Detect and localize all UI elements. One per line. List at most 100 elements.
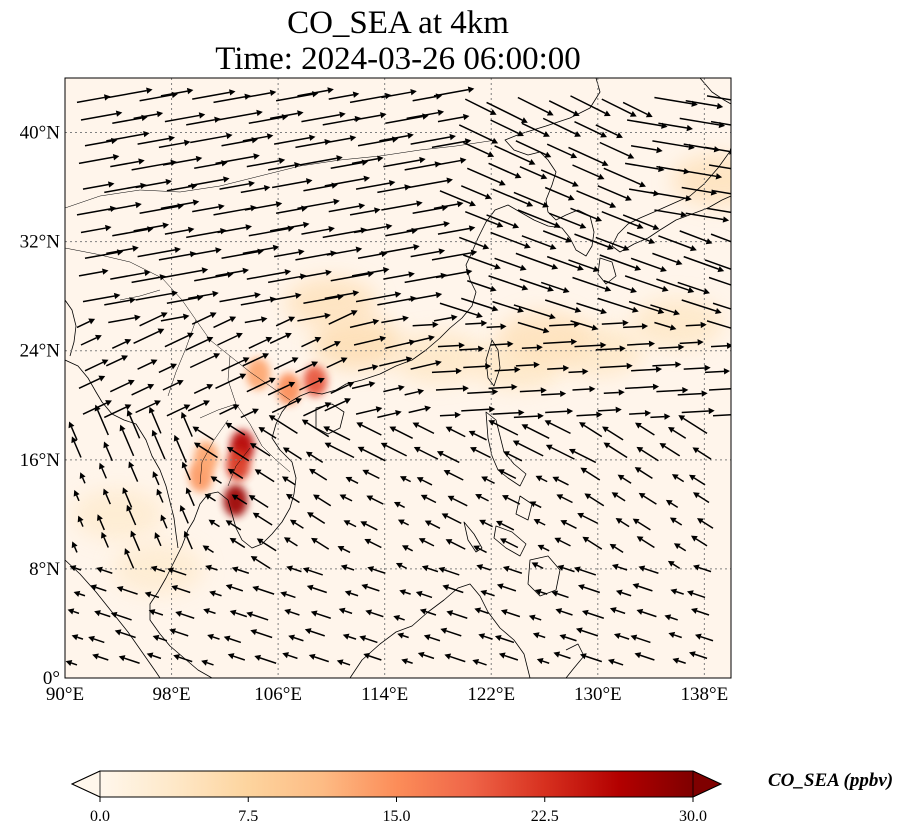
wind-vector	[397, 632, 409, 639]
wind-vector	[169, 628, 189, 637]
wind-vector	[576, 302, 607, 315]
wind-vector	[90, 584, 107, 592]
mindanao-island	[527, 555, 561, 597]
wind-vector	[383, 271, 415, 280]
wind-vector	[412, 321, 439, 328]
wind-vector	[223, 635, 242, 644]
wind-vector	[624, 275, 669, 292]
wind-vector	[490, 119, 524, 137]
wind-vector	[431, 138, 472, 149]
wind-vector	[185, 487, 195, 507]
wind-vector	[162, 267, 209, 279]
wind-vector	[664, 614, 678, 621]
wind-vector	[584, 493, 605, 507]
wind-vector	[521, 424, 550, 439]
wind-vector	[554, 537, 571, 547]
wind-vector	[160, 199, 200, 210]
wind-vector	[408, 291, 443, 301]
wind-vector	[617, 474, 632, 484]
wind-vector	[328, 202, 366, 213]
wind-vector	[597, 297, 639, 313]
wind-vector	[148, 609, 164, 616]
wind-vector	[345, 476, 359, 484]
hokkaido-coastline	[699, 78, 731, 105]
wind-vector	[65, 659, 78, 667]
wind-vector	[108, 87, 153, 99]
wind-vector	[328, 91, 360, 100]
wind-vector	[379, 356, 413, 367]
wind-vector	[706, 207, 731, 214]
wind-vector	[313, 494, 332, 507]
wind-vector	[603, 167, 646, 188]
latitude-tick-labels: 0° 8°N 16°N 24°N 32°N 40°N	[20, 123, 61, 689]
wind-vector	[110, 611, 132, 621]
wind-vector	[401, 658, 413, 665]
wind-vector	[271, 292, 302, 301]
wind-vector	[467, 388, 499, 396]
wind-vector	[603, 280, 637, 294]
asia-mainland-coastline	[149, 78, 601, 678]
wind-vector	[595, 236, 630, 251]
wind-vector	[580, 467, 601, 481]
wind-vector	[381, 89, 417, 99]
wind-vector	[413, 446, 439, 460]
wind-vector	[190, 132, 233, 144]
wind-vector	[488, 383, 518, 391]
wind-vector	[439, 302, 483, 319]
wind-vector	[696, 518, 714, 529]
wind-vector	[609, 543, 624, 554]
wind-vector	[362, 469, 380, 480]
wind-vector	[521, 344, 543, 351]
wind-vector	[459, 236, 490, 250]
wind-vector	[269, 110, 304, 120]
wind-vector	[324, 175, 371, 187]
wind-vector	[420, 494, 437, 504]
wind-vector	[445, 426, 466, 438]
wind-vector	[342, 633, 357, 640]
wind-vector	[297, 198, 340, 210]
colorbar-tick-label-3: 22.5	[531, 808, 559, 825]
wind-vector	[77, 515, 84, 527]
wind-vector	[137, 359, 158, 370]
wind-vector	[601, 319, 629, 327]
wind-vector	[242, 244, 280, 255]
wind-vector	[692, 492, 710, 504]
wind-vector	[353, 335, 387, 346]
wind-vector	[601, 98, 637, 117]
wind-vector	[499, 538, 519, 549]
wind-vector	[244, 89, 277, 99]
lon-tick-label-5: 130°E	[574, 684, 622, 705]
wind-vector	[595, 345, 626, 352]
wind-vector	[215, 153, 260, 165]
wind-vector	[187, 400, 210, 412]
wind-vector	[395, 562, 407, 570]
wind-vector	[670, 588, 684, 595]
wind-vector	[712, 302, 731, 310]
wind-vector	[188, 176, 230, 187]
wind-vector	[126, 504, 137, 526]
wind-vector	[308, 653, 329, 663]
wind-vector	[114, 629, 136, 639]
wind-vector	[364, 538, 382, 549]
wind-vector	[513, 412, 544, 420]
wind-vector	[307, 512, 326, 524]
wind-vector	[109, 379, 135, 393]
wind-vector	[135, 400, 161, 414]
wind-vector	[671, 474, 685, 483]
wind-vector	[540, 281, 570, 294]
wind-vector	[408, 405, 432, 414]
wind-vector	[250, 556, 271, 569]
wind-vector	[299, 377, 325, 391]
wind-vector	[71, 436, 82, 458]
wind-vector	[528, 614, 542, 621]
wind-vector	[365, 609, 384, 618]
wind-vector	[186, 116, 221, 126]
wind-vector	[185, 336, 214, 351]
wind-vector	[269, 332, 292, 345]
wind-vector	[267, 381, 296, 396]
wind-vector	[94, 610, 111, 618]
wind-vector	[101, 531, 109, 548]
wind-vector	[118, 655, 140, 664]
wind-vector	[435, 385, 469, 392]
wind-vector	[193, 383, 214, 394]
